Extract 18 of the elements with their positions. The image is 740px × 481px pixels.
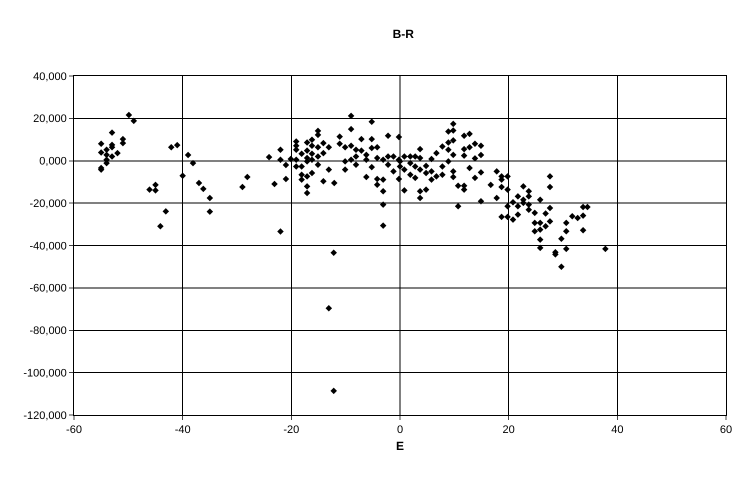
x-tick-label: -40 <box>174 424 191 436</box>
x-tick-label: 40 <box>611 424 624 436</box>
y-tick-label: 40,000 <box>33 70 67 83</box>
y-tick-label: -80,000 <box>29 325 67 338</box>
y-tick-label: -40,000 <box>29 240 67 252</box>
x-tick-label: -60 <box>66 424 82 436</box>
chart-title: B-R <box>392 26 414 41</box>
x-tick-label: 0 <box>396 424 404 436</box>
y-tick-label: 0,000 <box>39 156 67 168</box>
y-tick-label: -100,000 <box>23 367 67 380</box>
x-tick-label: -20 <box>283 424 300 436</box>
y-tick-label: -20,000 <box>29 198 67 210</box>
x-tick-label: 60 <box>720 424 732 436</box>
y-tick-label: -60,000 <box>29 282 67 295</box>
x-tick-label: 20 <box>502 424 515 436</box>
x-axis-title: E <box>396 439 404 454</box>
y-tick-label: 20,000 <box>33 113 67 126</box>
y-tick-label: -120,000 <box>23 410 67 422</box>
